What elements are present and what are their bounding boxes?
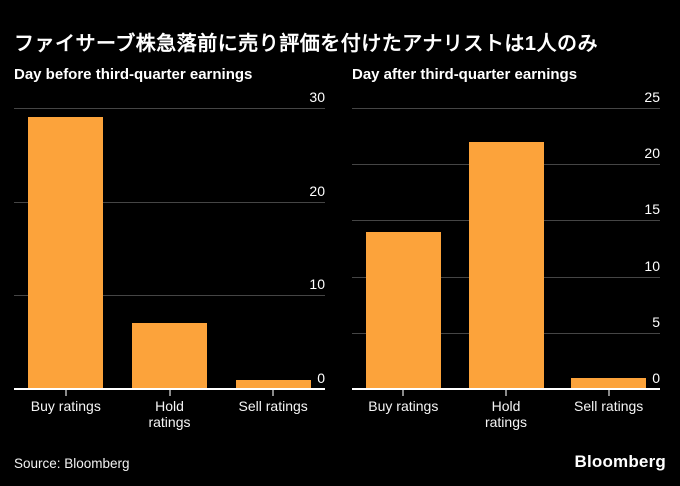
chart-day-after-earnings: Day after third-quarter earnings 0 5 10 15 2… xyxy=(352,64,660,436)
bar-hold-ratings xyxy=(468,141,544,389)
gridline xyxy=(14,201,325,203)
bar-sell-ratings xyxy=(571,377,647,389)
y-axis-tick-label: 20 xyxy=(644,145,660,162)
gridline xyxy=(14,295,325,297)
chart-subtitle: Day after third-quarter earnings xyxy=(352,66,578,83)
bar-sell-ratings xyxy=(235,379,311,389)
x-category-label: Buy ratings xyxy=(30,398,101,414)
chart-subtitle: Day before third-quarter earnings xyxy=(14,66,253,83)
chart-day-before-earnings: Day before third-quarter earnings 0 10 20 3… xyxy=(14,64,325,436)
x-category-label: Sell ratings xyxy=(574,398,644,414)
plot-area: 0 10 20 30 xyxy=(14,90,325,396)
y-axis-tick-label: 15 xyxy=(644,201,660,218)
y-axis-tick-label: 0 xyxy=(317,370,325,386)
bar-hold-ratings xyxy=(132,323,207,389)
y-axis-tick-label: 25 xyxy=(644,89,660,105)
x-axis-line xyxy=(352,388,660,390)
plot-area: 0 5 10 15 20 25 xyxy=(352,90,660,396)
x-axis-line xyxy=(14,388,325,390)
y-axis-tick-label: 10 xyxy=(309,276,325,293)
bloomberg-logo: Bloomberg xyxy=(574,452,666,471)
y-axis-tick-label: 20 xyxy=(309,182,325,199)
x-category-label: Hold ratings xyxy=(148,398,191,430)
y-axis-tick-label: 5 xyxy=(652,313,660,330)
source-credit: Source: Bloomberg xyxy=(14,456,130,471)
gridline xyxy=(352,108,660,109)
x-category-label: Sell ratings xyxy=(238,398,308,414)
y-axis-tick-label: 0 xyxy=(652,370,660,386)
x-axis-tick xyxy=(607,390,610,396)
headline: ファイサーブ株急落前に売り評価を付けたアナリストは1人のみ xyxy=(14,33,599,56)
x-axis-tick xyxy=(402,390,405,396)
x-axis-tick xyxy=(64,390,67,396)
x-axis-tick xyxy=(168,390,171,396)
bar-buy-ratings xyxy=(28,117,104,389)
x-category-label: Hold ratings xyxy=(484,398,527,430)
y-axis-tick-label: 10 xyxy=(644,257,660,274)
x-category-label: Buy ratings xyxy=(368,398,439,414)
x-axis-tick xyxy=(272,390,275,396)
gridline xyxy=(14,108,325,109)
y-axis-tick-label: 30 xyxy=(309,89,325,105)
bar-buy-ratings xyxy=(365,231,441,389)
x-axis-tick xyxy=(505,390,507,396)
